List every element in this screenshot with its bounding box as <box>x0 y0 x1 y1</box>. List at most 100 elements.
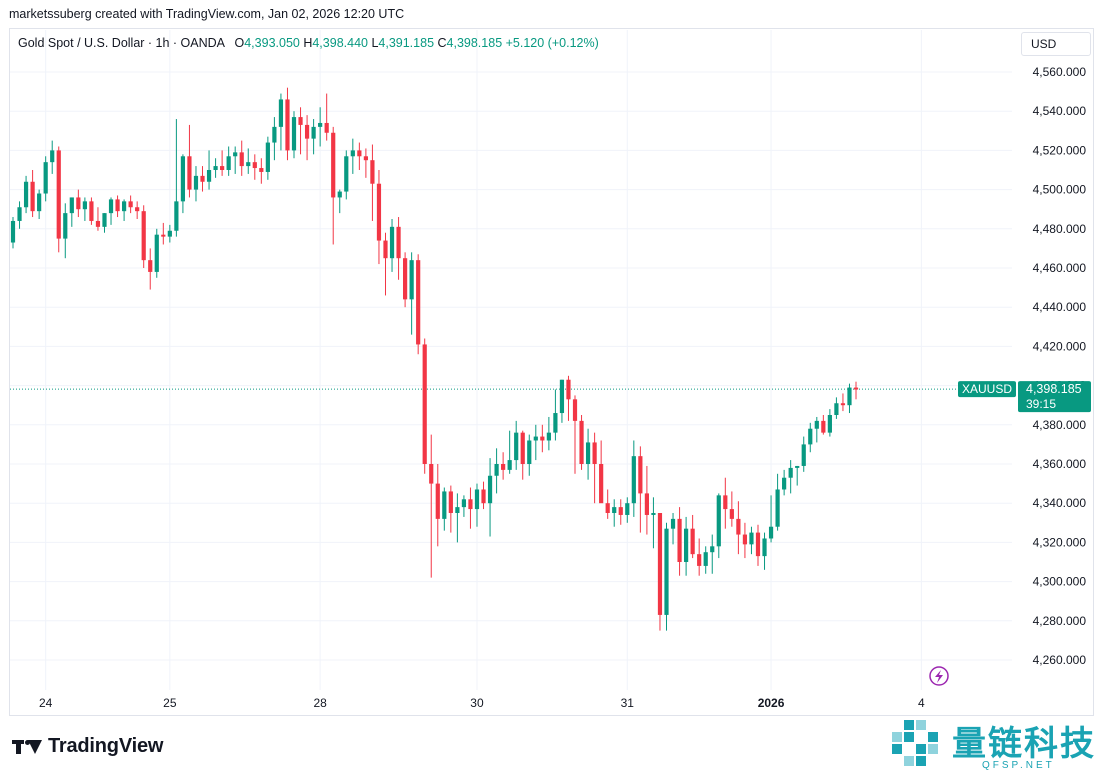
candle[interactable] <box>644 465 649 535</box>
candle[interactable] <box>670 513 676 545</box>
candle[interactable] <box>847 383 852 414</box>
candle[interactable] <box>63 203 68 259</box>
candle[interactable] <box>579 415 584 470</box>
candle[interactable] <box>108 197 114 225</box>
candle[interactable] <box>657 513 663 631</box>
candle[interactable] <box>481 481 486 510</box>
tradingview-logo[interactable]: TradingView <box>12 735 163 758</box>
candle[interactable] <box>710 534 715 574</box>
candle[interactable] <box>246 148 251 174</box>
candle[interactable] <box>520 430 525 480</box>
candle[interactable] <box>814 416 819 443</box>
candle[interactable] <box>311 119 316 155</box>
candle[interactable] <box>429 434 434 578</box>
candle[interactable] <box>128 195 133 214</box>
candle[interactable] <box>174 119 179 237</box>
candle[interactable] <box>148 248 153 290</box>
candle[interactable] <box>729 491 734 527</box>
candle[interactable] <box>43 156 48 202</box>
candle[interactable] <box>507 430 512 474</box>
candle[interactable] <box>141 205 146 268</box>
candle[interactable] <box>455 493 460 543</box>
candle[interactable] <box>742 522 748 559</box>
candle[interactable] <box>546 416 551 451</box>
candle[interactable] <box>540 424 545 453</box>
candle[interactable] <box>69 197 74 227</box>
candle[interactable] <box>376 170 382 265</box>
candle[interactable] <box>416 254 421 355</box>
candle[interactable] <box>801 436 806 472</box>
candle[interactable] <box>487 458 493 537</box>
candle[interactable] <box>89 197 94 225</box>
candle[interactable] <box>102 213 107 233</box>
candle[interactable] <box>180 154 186 214</box>
candle[interactable] <box>167 224 172 243</box>
currency-button[interactable]: USD <box>1021 32 1091 56</box>
flash-icon[interactable] <box>929 666 949 686</box>
candle[interactable] <box>272 117 277 161</box>
candle[interactable] <box>396 217 401 280</box>
candle[interactable] <box>285 87 290 161</box>
candle[interactable] <box>213 158 218 178</box>
candle[interactable] <box>259 158 264 184</box>
candle[interactable] <box>17 201 22 229</box>
candle[interactable] <box>834 397 839 419</box>
candle[interactable] <box>409 252 414 335</box>
candle[interactable] <box>331 126 336 245</box>
candle[interactable] <box>788 460 793 494</box>
candle[interactable] <box>840 393 846 412</box>
candle[interactable] <box>631 440 636 517</box>
candle[interactable] <box>618 499 623 525</box>
candle[interactable] <box>448 485 453 533</box>
candle[interactable] <box>566 375 571 421</box>
candle[interactable] <box>278 93 284 151</box>
candle[interactable] <box>527 434 532 476</box>
candle[interactable] <box>50 140 55 174</box>
candle[interactable] <box>389 219 395 272</box>
candle[interactable] <box>161 222 166 245</box>
candle[interactable] <box>697 538 702 576</box>
candle[interactable] <box>782 469 787 496</box>
candle[interactable] <box>383 232 388 296</box>
candle[interactable] <box>324 93 329 141</box>
candle[interactable] <box>298 107 303 155</box>
candle[interactable] <box>853 381 859 400</box>
candle[interactable] <box>592 432 597 504</box>
candle[interactable] <box>200 166 205 192</box>
candle[interactable] <box>755 524 761 566</box>
candle[interactable] <box>233 146 238 174</box>
candle[interactable] <box>344 150 349 200</box>
candle[interactable] <box>304 115 310 161</box>
candle[interactable] <box>187 124 192 198</box>
candle[interactable] <box>559 379 565 423</box>
candle[interactable] <box>821 415 826 435</box>
candle[interactable] <box>651 497 656 549</box>
candle[interactable] <box>121 199 127 221</box>
candle[interactable] <box>775 473 780 531</box>
candle[interactable] <box>82 197 87 221</box>
candle[interactable] <box>37 189 42 219</box>
candle[interactable] <box>716 493 721 559</box>
candle[interactable] <box>494 448 499 494</box>
candle[interactable] <box>76 189 81 218</box>
candle[interactable] <box>239 140 244 176</box>
candle[interactable] <box>690 514 695 559</box>
candle[interactable] <box>350 138 355 174</box>
candle[interactable] <box>795 465 800 486</box>
candle[interactable] <box>736 501 741 555</box>
candle[interactable] <box>363 148 368 178</box>
candle[interactable] <box>30 170 35 218</box>
candle[interactable] <box>808 422 813 453</box>
candle[interactable] <box>599 440 604 504</box>
candle[interactable] <box>95 207 101 231</box>
candle[interactable] <box>474 483 480 527</box>
candle[interactable] <box>514 420 519 470</box>
candle[interactable] <box>56 146 61 253</box>
candle[interactable] <box>625 497 630 523</box>
candle[interactable] <box>684 516 689 576</box>
candle[interactable] <box>422 338 427 474</box>
candle[interactable] <box>435 464 440 547</box>
candle[interactable] <box>572 395 578 474</box>
candle[interactable] <box>291 111 297 159</box>
